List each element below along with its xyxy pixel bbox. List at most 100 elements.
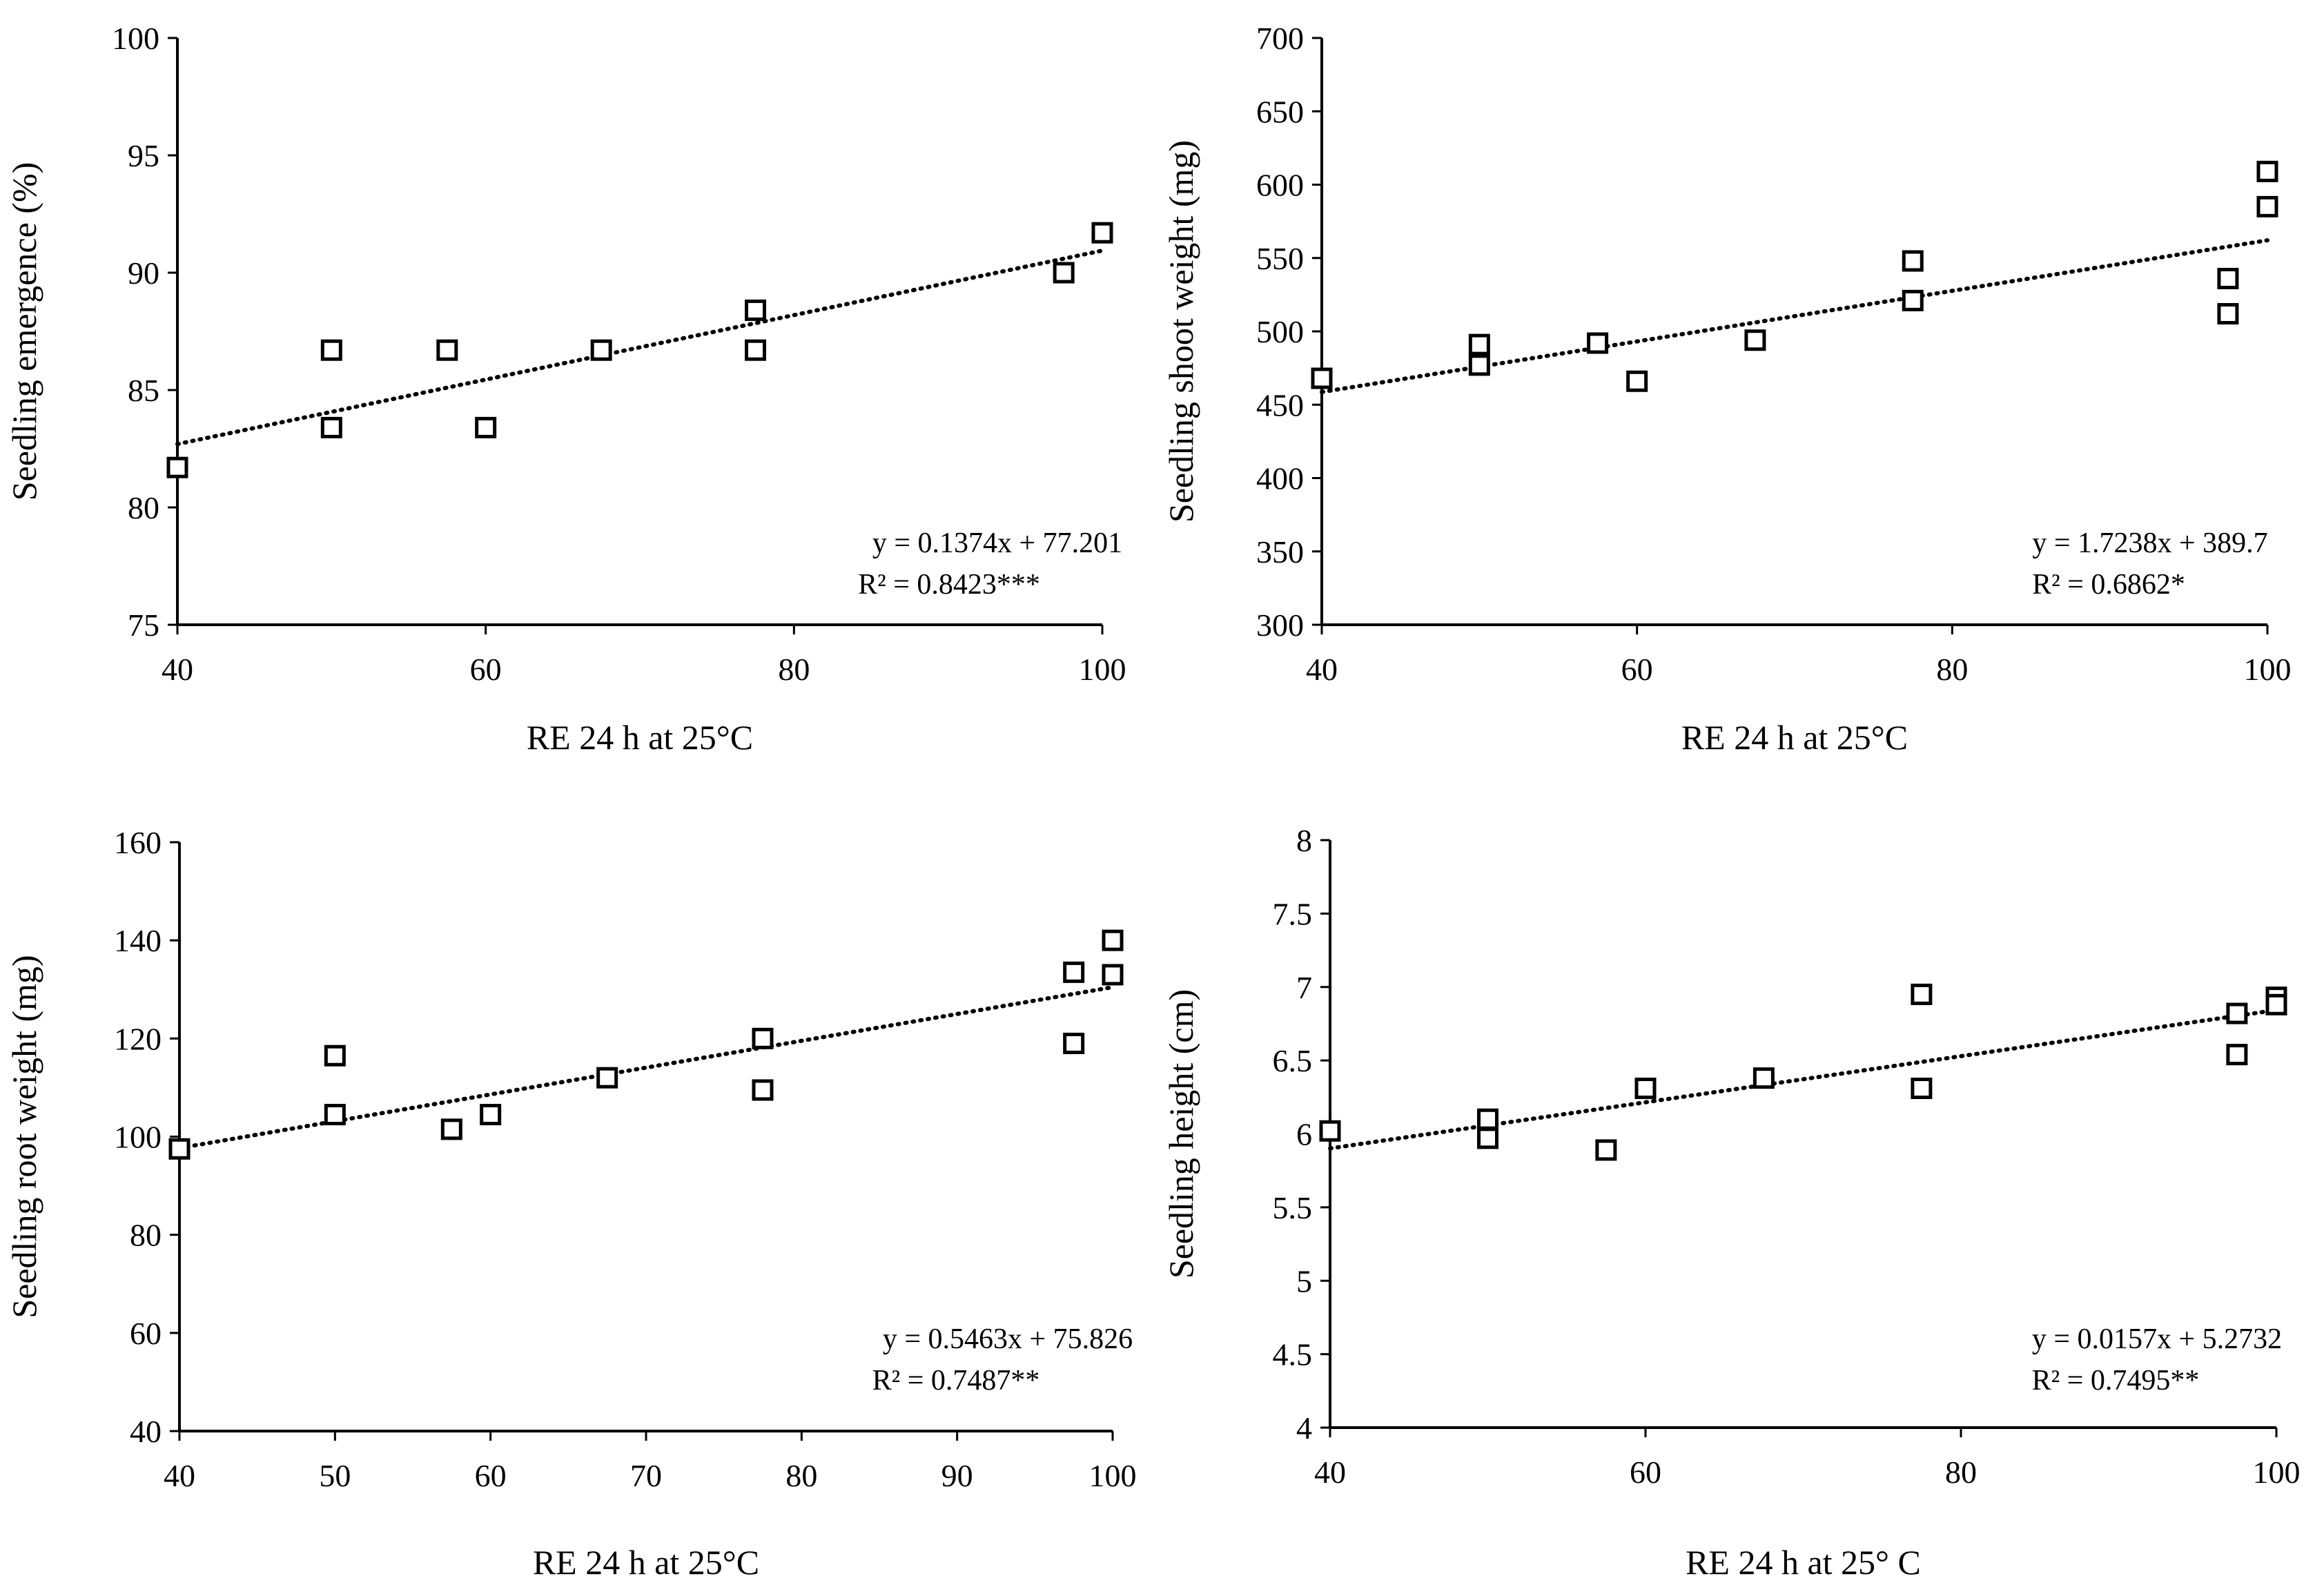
trendline bbox=[1320, 238, 2269, 394]
y-tick-label: 95 bbox=[128, 138, 159, 173]
y-tick-label: 160 bbox=[114, 825, 162, 860]
r-squared-label: R² = 0.6862* bbox=[2032, 569, 2185, 601]
y-tick-label: 85 bbox=[128, 373, 159, 408]
data-point bbox=[1091, 222, 1113, 244]
y-tick-label: 550 bbox=[1256, 241, 1304, 276]
trendline bbox=[1328, 1008, 2278, 1151]
regression-equation: y = 1.7238x + 389.7 bbox=[2032, 527, 2267, 559]
y-tick-label: 75 bbox=[128, 608, 159, 643]
y-tick-label: 100 bbox=[112, 21, 159, 56]
data-point bbox=[320, 416, 342, 438]
x-tick-label: 50 bbox=[319, 1458, 351, 1493]
y-tick-label: 4.5 bbox=[1273, 1337, 1313, 1372]
y-tick-label: 450 bbox=[1256, 387, 1304, 422]
x-tick-label: 70 bbox=[630, 1458, 662, 1493]
x-tick-label: 80 bbox=[1945, 1455, 1977, 1490]
x-tick-label: 80 bbox=[778, 652, 810, 687]
y-tick-label: 7.5 bbox=[1273, 896, 1313, 931]
y-tick-label: 80 bbox=[128, 490, 159, 525]
x-tick-label: 60 bbox=[1630, 1455, 1661, 1490]
data-point bbox=[1634, 1078, 1657, 1100]
y-axis-label: Seedling height (cm) bbox=[1162, 989, 1200, 1279]
data-point bbox=[1902, 250, 1924, 272]
r-squared-label: R² = 0.7495** bbox=[2032, 1365, 2200, 1397]
data-point bbox=[1063, 1032, 1085, 1054]
trendline bbox=[175, 249, 1104, 447]
data-point bbox=[2256, 160, 2278, 182]
y-tick-label: 500 bbox=[1256, 314, 1304, 349]
x-axis-label: RE 24 h at 25° C bbox=[1686, 1543, 1921, 1582]
chart-seedling-shoot-weight: 300 350 400 450 500 550 600 650 700 40 60 80 100 RE 2… bbox=[1162, 21, 2292, 757]
data-point bbox=[1102, 929, 1124, 951]
x-tick-label: 80 bbox=[1936, 652, 1968, 687]
x-tick-label: 100 bbox=[2253, 1455, 2301, 1490]
y-tick-label: 600 bbox=[1256, 168, 1304, 203]
data-point bbox=[1744, 329, 1766, 351]
data-point bbox=[2226, 1044, 2248, 1066]
data-point bbox=[1911, 1078, 1933, 1100]
chart-seedling-root-weight: 40 60 80 100 120 140 160 40 50 60 70 80 90 100 RE 24 h… bbox=[5, 825, 1137, 1582]
y-tick-label: 4 bbox=[1296, 1410, 1312, 1446]
r-squared-label: R² = 0.8423*** bbox=[858, 569, 1040, 601]
data-point bbox=[2256, 195, 2278, 217]
y-tick-label: 6 bbox=[1296, 1117, 1312, 1152]
y-tick-label: 100 bbox=[114, 1120, 162, 1155]
data-point bbox=[1752, 1067, 1775, 1089]
y-tick-label: 6.5 bbox=[1273, 1043, 1313, 1078]
regression-equation: y = 0.0157x + 5.2732 bbox=[2032, 1323, 2282, 1355]
x-tick-label: 90 bbox=[941, 1458, 973, 1493]
data-point bbox=[2217, 268, 2239, 289]
data-point bbox=[1477, 1127, 1498, 1149]
chart-seedling-emergence: 75 80 85 90 95 100 40 60 80 100 RE 24 h at 25°C See… bbox=[5, 21, 1126, 757]
data-point bbox=[1063, 961, 1085, 983]
data-point bbox=[752, 1079, 774, 1101]
x-tick-label: 80 bbox=[785, 1458, 817, 1493]
data-point bbox=[320, 339, 342, 361]
data-point bbox=[1319, 1120, 1341, 1142]
data-point bbox=[324, 1044, 346, 1067]
data-point bbox=[1053, 262, 1075, 284]
y-tick-label: 90 bbox=[128, 255, 159, 291]
data-point bbox=[324, 1104, 346, 1126]
x-tick-label: 40 bbox=[1314, 1455, 1346, 1490]
data-point bbox=[1626, 370, 1648, 392]
data-point bbox=[596, 1067, 618, 1089]
x-tick-label: 60 bbox=[470, 652, 502, 687]
y-tick-label: 140 bbox=[114, 923, 162, 958]
y-tick-label: 5.5 bbox=[1273, 1190, 1313, 1225]
y-axis-label: Seedling shoot weight (mg) bbox=[1162, 140, 1200, 523]
data-point bbox=[168, 1138, 191, 1160]
y-tick-label: 8 bbox=[1296, 823, 1312, 858]
data-point bbox=[2217, 303, 2239, 324]
y-tick-label: 120 bbox=[114, 1021, 162, 1056]
y-tick-label: 350 bbox=[1256, 534, 1304, 570]
data-point bbox=[1311, 367, 1333, 389]
y-tick-label: 60 bbox=[130, 1316, 162, 1351]
trendline bbox=[177, 985, 1115, 1151]
x-axis-label: RE 24 h at 25°C bbox=[533, 1543, 759, 1582]
x-tick-label: 40 bbox=[162, 652, 193, 687]
x-axis-label: RE 24 h at 25°C bbox=[527, 718, 753, 757]
data-point bbox=[1595, 1139, 1617, 1161]
x-tick-label: 60 bbox=[1621, 652, 1653, 687]
x-tick-label: 100 bbox=[1079, 652, 1126, 687]
x-tick-label: 40 bbox=[164, 1458, 195, 1493]
y-axis-label: Seedling root weight (mg) bbox=[5, 955, 43, 1318]
data-point bbox=[1587, 332, 1609, 354]
data-point bbox=[590, 339, 612, 361]
regression-equation: y = 0.1374x + 77.201 bbox=[872, 527, 1122, 559]
y-tick-label: 5 bbox=[1296, 1263, 1312, 1299]
data-point bbox=[436, 339, 458, 361]
chart-seedling-height: 4 4.5 5 5.5 6 6.5 7 7.5 8 40 60 80 100 RE 24 h at 25°… bbox=[1162, 823, 2301, 1582]
x-tick-label: 100 bbox=[2244, 652, 2292, 687]
x-tick-label: 100 bbox=[1089, 1458, 1137, 1493]
r-squared-label: R² = 0.7487** bbox=[872, 1365, 1040, 1397]
data-point bbox=[1468, 333, 1490, 356]
y-tick-label: 650 bbox=[1256, 94, 1304, 129]
y-tick-label: 400 bbox=[1256, 461, 1304, 496]
data-point bbox=[480, 1104, 502, 1126]
x-axis-label: RE 24 h at 25°C bbox=[1681, 718, 1908, 757]
data-point bbox=[1477, 1108, 1498, 1130]
data-point bbox=[1468, 354, 1490, 376]
